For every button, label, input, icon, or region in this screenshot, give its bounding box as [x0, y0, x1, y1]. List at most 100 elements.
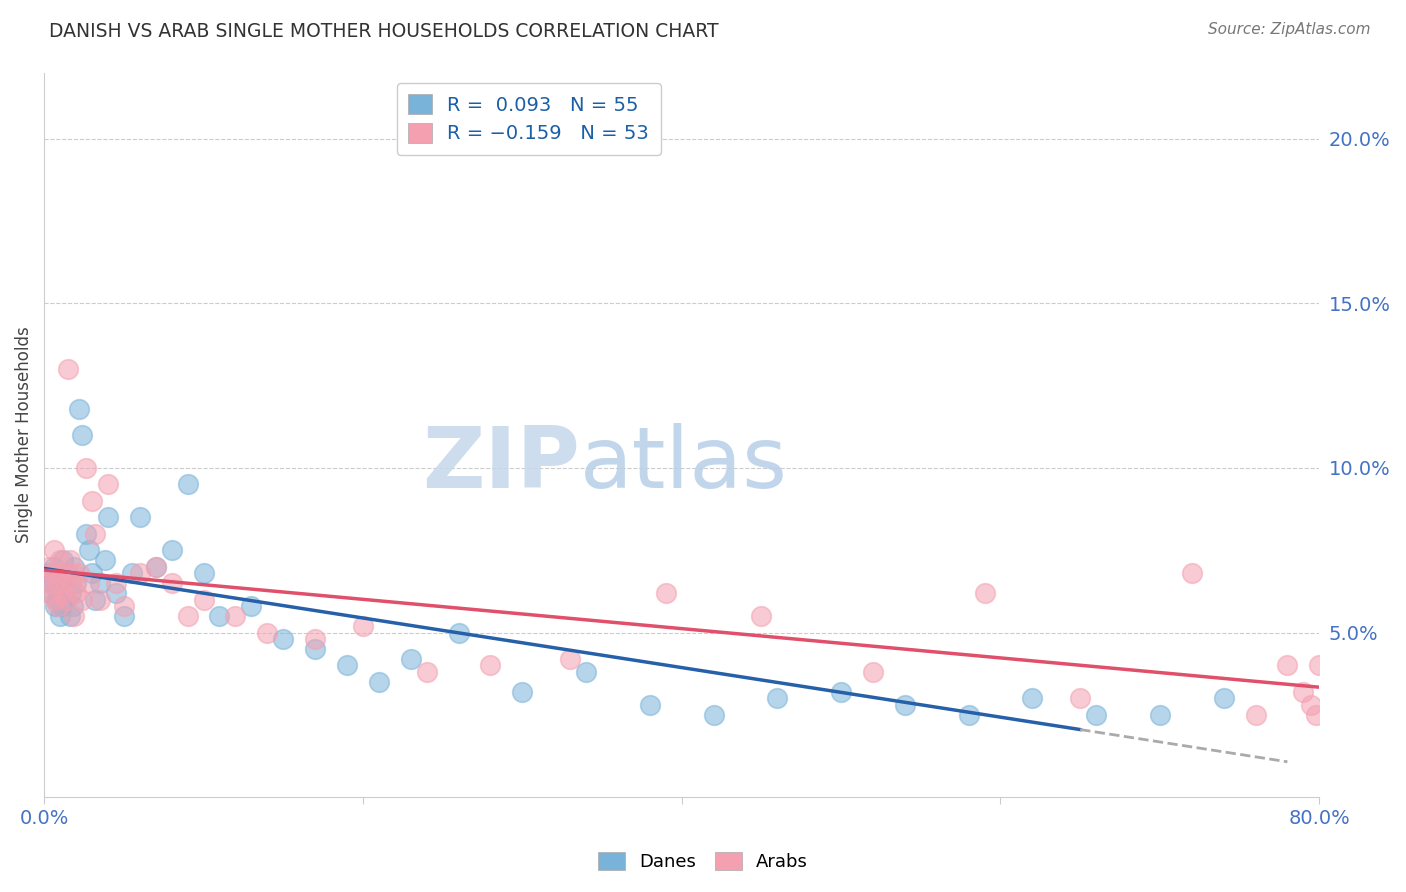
Point — [1069, 691, 1091, 706]
Point — [77, 543, 100, 558]
Point — [112, 609, 135, 624]
Point — [97, 510, 120, 524]
Point — [128, 566, 150, 581]
Text: ZIP: ZIP — [422, 423, 579, 506]
Point — [208, 609, 231, 624]
Point — [145, 559, 167, 574]
Point — [176, 609, 198, 624]
Point — [42, 543, 65, 558]
Point — [1305, 707, 1327, 722]
Point — [104, 576, 127, 591]
Point — [447, 625, 470, 640]
Y-axis label: Single Mother Households: Single Mother Households — [15, 326, 32, 543]
Point — [49, 609, 72, 624]
Point — [63, 559, 86, 574]
Point — [1292, 685, 1315, 699]
Point — [42, 559, 65, 574]
Point — [45, 576, 67, 591]
Point — [575, 665, 598, 679]
Point — [1301, 698, 1323, 712]
Point — [1085, 707, 1108, 722]
Point — [304, 632, 326, 647]
Point — [160, 576, 183, 591]
Point — [510, 685, 533, 699]
Legend: Danes, Arabs: Danes, Arabs — [591, 846, 815, 879]
Point — [37, 576, 59, 591]
Point — [97, 477, 120, 491]
Point — [72, 428, 94, 442]
Point — [77, 576, 100, 591]
Point — [60, 586, 83, 600]
Point — [52, 586, 75, 600]
Point — [894, 698, 917, 712]
Point — [1212, 691, 1234, 706]
Point — [56, 362, 79, 376]
Point — [48, 586, 70, 600]
Point — [352, 619, 374, 633]
Point — [44, 592, 66, 607]
Point — [38, 559, 60, 574]
Legend: R =  0.093   N = 55, R = −0.159   N = 53: R = 0.093 N = 55, R = −0.159 N = 53 — [396, 83, 661, 155]
Point — [766, 691, 789, 706]
Point — [1244, 707, 1267, 722]
Point — [862, 665, 884, 679]
Point — [48, 599, 70, 614]
Point — [193, 592, 215, 607]
Point — [145, 559, 167, 574]
Point — [1277, 658, 1299, 673]
Point — [415, 665, 437, 679]
Point — [59, 553, 82, 567]
Point — [957, 707, 980, 722]
Point — [104, 586, 127, 600]
Text: atlas: atlas — [579, 423, 787, 506]
Point — [367, 674, 389, 689]
Point — [67, 401, 90, 416]
Point — [84, 526, 107, 541]
Point — [80, 494, 103, 508]
Point — [558, 652, 581, 666]
Point — [72, 592, 94, 607]
Point — [49, 553, 72, 567]
Point — [65, 586, 87, 600]
Point — [41, 566, 63, 581]
Point — [60, 576, 83, 591]
Point — [479, 658, 502, 673]
Point — [121, 566, 143, 581]
Point — [638, 698, 661, 712]
Point — [80, 566, 103, 581]
Point — [830, 685, 852, 699]
Point — [55, 592, 77, 607]
Text: DANISH VS ARAB SINGLE MOTHER HOUSEHOLDS CORRELATION CHART: DANISH VS ARAB SINGLE MOTHER HOUSEHOLDS … — [49, 22, 718, 41]
Point — [1308, 658, 1330, 673]
Point — [52, 553, 75, 567]
Point — [703, 707, 725, 722]
Point — [51, 599, 73, 614]
Point — [336, 658, 359, 673]
Point — [44, 599, 66, 614]
Point — [399, 652, 422, 666]
Point — [973, 586, 995, 600]
Point — [55, 592, 77, 607]
Point — [655, 586, 678, 600]
Point — [751, 609, 773, 624]
Point — [271, 632, 294, 647]
Point — [65, 576, 87, 591]
Point — [89, 592, 111, 607]
Point — [53, 576, 76, 591]
Point — [51, 566, 73, 581]
Point — [112, 599, 135, 614]
Point — [38, 566, 60, 581]
Point — [160, 543, 183, 558]
Point — [93, 553, 115, 567]
Point — [45, 592, 67, 607]
Point — [53, 576, 76, 591]
Point — [193, 566, 215, 581]
Point — [39, 586, 62, 600]
Point — [240, 599, 263, 614]
Point — [84, 592, 107, 607]
Point — [63, 609, 86, 624]
Point — [1181, 566, 1204, 581]
Point — [67, 566, 90, 581]
Point — [128, 510, 150, 524]
Point — [39, 586, 62, 600]
